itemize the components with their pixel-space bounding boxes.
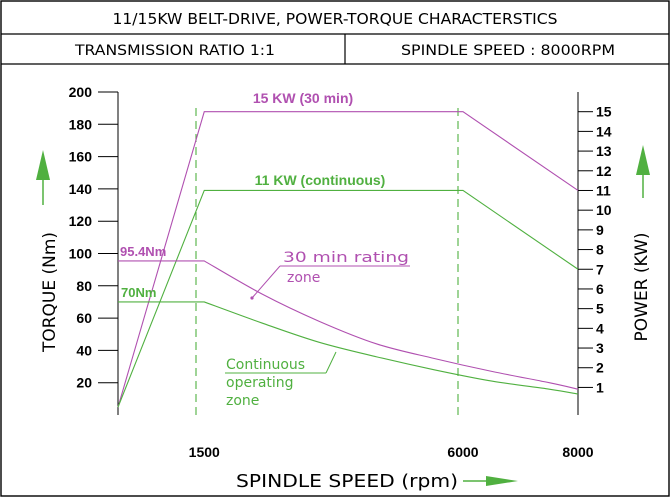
x-tick-label: 8000 — [562, 444, 593, 460]
left-axis-ticks: 20 40 60 80 100 120 140 160 180 200 — [69, 84, 118, 391]
right-arrow-icon-x — [463, 476, 518, 486]
series-70nm-line — [118, 301, 579, 395]
left-tick-label: 120 — [69, 213, 93, 229]
left-tick-label: 20 — [76, 375, 92, 391]
thirty-min-leader — [251, 265, 281, 299]
right-tick-label: 8 — [596, 242, 604, 258]
thirty-min-zone-line-2: zone — [287, 270, 320, 286]
y-axis-left-title: TORQUE (Nm) — [40, 232, 60, 353]
spindle-speed-label: SPINDLE SPEED : 8000RPM — [401, 43, 615, 59]
right-tick-label: 14 — [596, 123, 612, 139]
series-15kw-line — [117, 111, 579, 408]
continuous-zone-line-1: Continuous — [226, 357, 305, 373]
y-axis-right-title: POWER (KW) — [632, 232, 652, 341]
up-arrow-icon-left — [36, 150, 50, 205]
right-tick-label: 12 — [596, 163, 612, 179]
x-tick-label: 1500 — [189, 444, 220, 460]
left-tick-label: 100 — [69, 246, 93, 262]
continuous-leader — [325, 351, 337, 374]
right-tick-label: 11 — [596, 182, 611, 198]
series-label-15kw: 15 KW (30 min) — [253, 90, 353, 106]
right-tick-label: 7 — [596, 261, 604, 277]
left-tick-label: 140 — [69, 181, 93, 197]
series-label-95-4nm: 95.4Nm — [120, 244, 166, 259]
right-tick-label: 15 — [596, 104, 612, 120]
up-arrow-icon-right — [636, 145, 650, 198]
right-tick-label: 3 — [596, 340, 604, 356]
series-11kw-line — [117, 189, 579, 408]
x-axis-ticks: 1500 6000 8000 — [189, 444, 594, 460]
x-tick-label: 6000 — [447, 444, 478, 460]
transmission-ratio: TRANSMISSION RATIO 1:1 — [74, 43, 275, 59]
thirty-min-zone-line-1: 30 min rating — [283, 250, 409, 266]
left-tick-label: 80 — [76, 278, 92, 294]
right-tick-label: 2 — [596, 360, 604, 376]
right-tick-label: 6 — [596, 281, 604, 297]
left-tick-label: 200 — [69, 84, 93, 100]
right-tick-label: 10 — [596, 202, 612, 218]
right-tick-label: 1 — [596, 379, 604, 395]
left-tick-label: 160 — [69, 149, 93, 165]
continuous-zone-line-2: operating — [226, 375, 294, 391]
left-tick-label: 40 — [76, 342, 92, 358]
series-layer — [117, 111, 579, 408]
right-tick-label: 5 — [596, 301, 604, 317]
chart-title: 11/15KW BELT-DRIVE, POWER-TORQUE CHARACT… — [113, 10, 558, 28]
series-label-11kw: 11 KW (continuous) — [255, 172, 386, 188]
right-tick-label: 9 — [596, 222, 604, 238]
x-axis-title: SPINDLE SPEED (rpm) — [236, 471, 458, 492]
series-95-4nm-line — [118, 260, 579, 390]
right-tick-label: 13 — [596, 143, 612, 159]
series-label-70nm: 70Nm — [121, 285, 156, 300]
thirty-min-dot — [250, 296, 254, 300]
right-tick-label: 4 — [596, 320, 604, 336]
left-tick-label: 60 — [76, 310, 92, 326]
left-tick-label: 180 — [69, 116, 93, 132]
continuous-zone-line-3: zone — [226, 393, 259, 409]
